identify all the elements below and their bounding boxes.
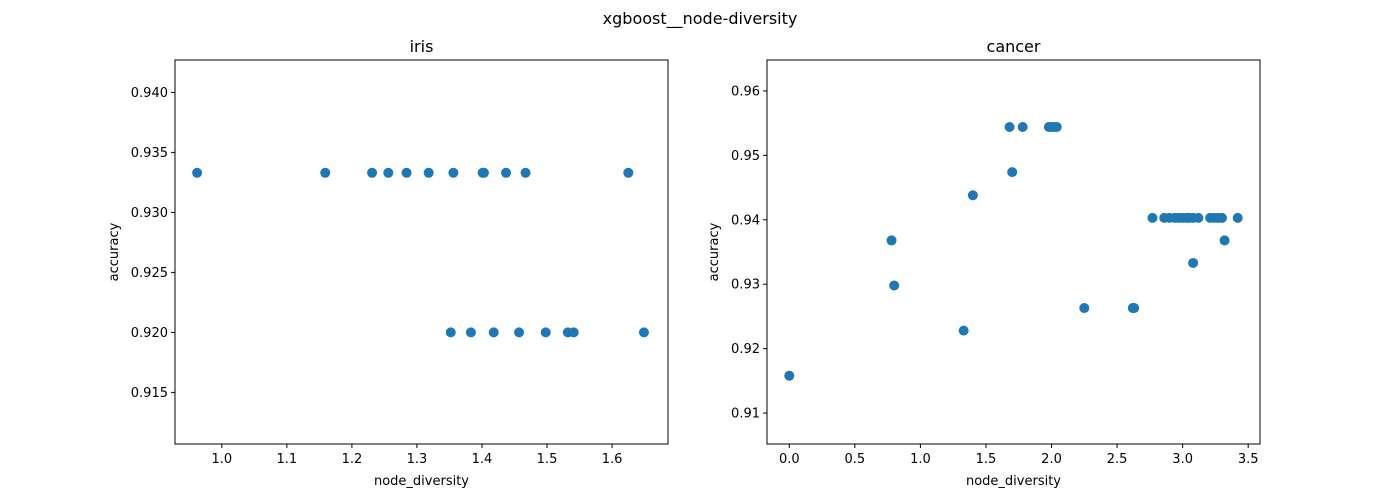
x-tick-label: 1.0 xyxy=(910,452,931,467)
data-point xyxy=(520,167,531,178)
data-point xyxy=(320,167,331,178)
y-tick-label: 0.92 xyxy=(731,342,760,357)
chart-panel-cancer: cancer node_diversity accuracy 0.0 0.5 1.0… xyxy=(707,37,1261,489)
data-point xyxy=(1129,303,1140,314)
data-point xyxy=(1193,212,1204,223)
x-tick-label: 1.1 xyxy=(277,452,298,467)
data-point xyxy=(367,167,378,178)
x-tick-label: 0.5 xyxy=(845,452,866,467)
x-tick-label: 2.5 xyxy=(1107,452,1128,467)
x-tick-label: 1.2 xyxy=(342,452,363,467)
data-point xyxy=(540,327,551,338)
data-point xyxy=(568,327,579,338)
data-point xyxy=(1219,235,1230,246)
x-tick-label: 0.0 xyxy=(779,452,800,467)
y-tick-label: 0.96 xyxy=(731,84,760,99)
data-point xyxy=(1079,303,1090,314)
data-point xyxy=(401,167,412,178)
y-tick-label: 0.940 xyxy=(131,86,168,101)
data-point xyxy=(514,327,525,338)
data-point xyxy=(1216,212,1227,223)
data-point xyxy=(1051,122,1062,133)
x-axis-label: node_diversity xyxy=(374,474,469,489)
data-point xyxy=(448,167,459,178)
y-tick-label: 0.91 xyxy=(731,407,760,422)
ticks-layer: 1.0 1.1 1.2 1.3 1.4 1.5 1.6 0.915 0.920 0.925 0.93… xyxy=(131,86,623,467)
data-point xyxy=(784,370,795,381)
y-axis-label: accuracy xyxy=(707,222,722,281)
x-tick-label: 3.0 xyxy=(1172,452,1193,467)
data-point xyxy=(445,327,456,338)
x-axis-label: node_diversity xyxy=(966,474,1061,489)
data-point xyxy=(638,327,649,338)
data-point xyxy=(423,167,434,178)
data-point xyxy=(1007,167,1018,178)
data-point xyxy=(889,280,900,291)
data-point xyxy=(488,327,499,338)
data-point xyxy=(465,327,476,338)
data-point xyxy=(1017,122,1028,133)
points-layer xyxy=(192,167,649,338)
ticks-layer: 0.0 0.5 1.0 1.5 2.0 2.5 3.0 3.5 0.91 0.92 0.93 0.94… xyxy=(731,84,1258,467)
y-tick-label: 0.915 xyxy=(131,386,168,401)
y-tick-label: 0.94 xyxy=(731,213,760,228)
data-point xyxy=(192,167,203,178)
chart-panel-iris: iris node_diversity accuracy 1.0 1.1 1.2 1.… xyxy=(107,37,669,489)
data-point xyxy=(478,167,489,178)
plot-frame xyxy=(766,59,1261,445)
x-tick-label: 1.5 xyxy=(537,452,558,467)
data-point xyxy=(383,167,394,178)
x-tick-label: 3.5 xyxy=(1238,452,1259,467)
y-tick-label: 0.930 xyxy=(131,206,168,221)
data-point xyxy=(501,167,512,178)
x-tick-label: 1.0 xyxy=(211,452,232,467)
y-tick-label: 0.93 xyxy=(731,278,760,293)
y-axis-label: accuracy xyxy=(107,222,122,281)
x-tick-label: 1.4 xyxy=(472,452,493,467)
data-point xyxy=(1188,257,1199,268)
chart-title: iris xyxy=(410,37,434,56)
data-point xyxy=(958,325,969,336)
data-point xyxy=(886,235,897,246)
y-tick-label: 0.935 xyxy=(131,146,168,161)
data-point xyxy=(623,167,634,178)
y-tick-label: 0.925 xyxy=(131,266,168,281)
data-point xyxy=(1147,212,1158,223)
figure-suptitle: xgboost__node-diversity xyxy=(603,9,798,29)
points-layer xyxy=(784,122,1243,381)
data-point xyxy=(967,190,978,201)
x-tick-label: 1.6 xyxy=(602,452,623,467)
chart-title: cancer xyxy=(987,37,1041,56)
x-tick-label: 1.5 xyxy=(976,452,997,467)
plot-frame xyxy=(174,59,669,445)
y-tick-label: 0.920 xyxy=(131,326,168,341)
y-tick-label: 0.95 xyxy=(731,149,760,164)
x-tick-label: 1.3 xyxy=(407,452,428,467)
data-point xyxy=(1232,212,1243,223)
x-tick-label: 2.0 xyxy=(1041,452,1062,467)
data-point xyxy=(1004,122,1015,133)
